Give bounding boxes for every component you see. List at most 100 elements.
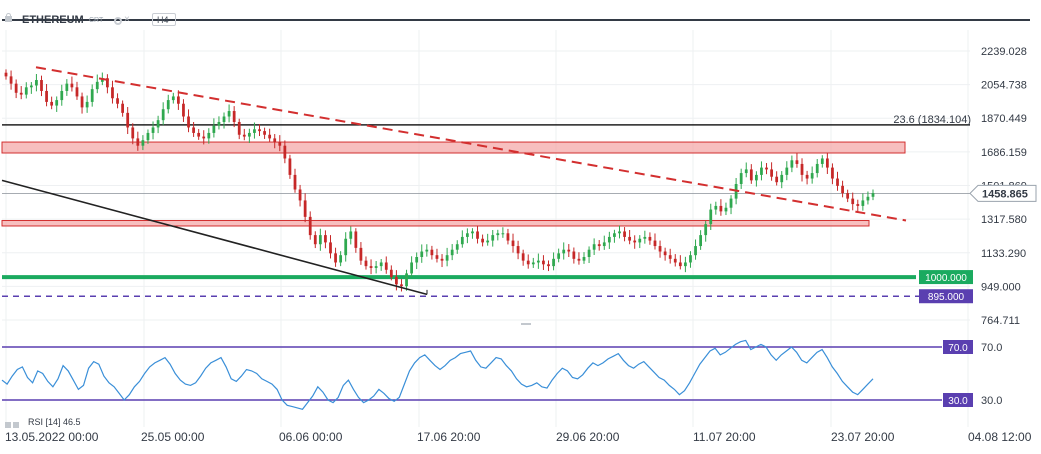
candle-body	[19, 92, 23, 95]
candle-body	[389, 269, 393, 278]
candle-body	[50, 101, 54, 106]
candle-body	[197, 132, 201, 137]
candle-body	[212, 125, 216, 133]
y-tick-label: 2054.738	[981, 80, 1027, 92]
candle-body	[237, 121, 241, 135]
candle-body	[856, 204, 860, 206]
close-icon[interactable]: ×	[124, 14, 130, 25]
y-tick-label: 764.711	[981, 315, 1020, 327]
y-tick-label: 2239.028	[981, 46, 1027, 58]
candle-body	[95, 81, 99, 90]
candle-body	[699, 235, 703, 247]
candle-body	[4, 72, 8, 77]
settings-icon[interactable]	[114, 17, 122, 25]
candle-body	[871, 193, 875, 197]
candle-body	[329, 242, 332, 254]
candle-body	[739, 173, 743, 185]
candle-body	[638, 238, 642, 243]
candle-body	[136, 138, 140, 146]
current-price-label: 1458.865	[982, 188, 1028, 200]
candle-body	[841, 185, 844, 194]
candle-body	[288, 158, 292, 175]
candle-body	[653, 240, 657, 247]
candle-body	[668, 255, 672, 259]
candle-body	[35, 80, 38, 86]
candle-body	[673, 258, 677, 263]
timeframe-selector[interactable]: H4	[152, 13, 176, 26]
candle-body	[298, 189, 302, 201]
candle-body	[506, 233, 510, 241]
candle-body	[405, 273, 408, 287]
candle-body	[526, 260, 530, 265]
candle-body	[60, 90, 64, 101]
candle-body	[582, 256, 586, 261]
level-tag-box	[919, 289, 973, 304]
candle-body	[161, 109, 165, 121]
candle-body	[800, 163, 804, 175]
x-tick-label: 13.05.2022 00:00	[5, 430, 99, 444]
candle-body	[577, 258, 581, 261]
candle-body	[90, 89, 94, 102]
candle-body	[476, 231, 479, 239]
candle-body	[785, 167, 789, 175]
y-tick-label: 1133.290	[981, 248, 1026, 260]
candle-body	[308, 216, 312, 236]
candle-body	[815, 163, 819, 174]
candle-body	[780, 174, 784, 183]
candle-body	[111, 87, 114, 99]
resistance-zones	[1, 141, 906, 227]
candle-body	[227, 111, 231, 117]
candle-body	[273, 138, 277, 143]
candle-body	[263, 131, 266, 135]
candle-body	[694, 246, 697, 256]
candle-body	[552, 258, 555, 267]
candle-body	[592, 244, 596, 250]
y-tick-label: 1317.580	[981, 214, 1027, 226]
candle-body	[202, 136, 206, 139]
x-tick-label: 11.07 20:00	[693, 430, 756, 444]
candle-body	[85, 101, 89, 108]
scroll-handle[interactable]	[521, 323, 531, 325]
candle-body	[70, 83, 74, 88]
candle-body	[729, 198, 733, 208]
candle-body	[613, 233, 616, 237]
rsi-close-icon[interactable]	[13, 422, 19, 428]
candle-body	[339, 255, 343, 263]
x-tick-label: 25.05 00:00	[141, 430, 205, 444]
rsi-settings-icon[interactable]	[5, 422, 11, 428]
candle-body	[770, 169, 773, 177]
candle-body	[486, 240, 490, 243]
candle-body	[628, 236, 632, 241]
candle-body	[658, 246, 662, 252]
candle-body	[359, 247, 363, 261]
candle-body	[232, 111, 236, 122]
rsi-settings-icons[interactable]	[5, 415, 25, 428]
candle-body	[765, 167, 768, 170]
candle-body	[440, 258, 444, 261]
candle-body	[795, 160, 799, 164]
candle-body	[648, 236, 652, 241]
candle-body	[663, 251, 667, 256]
candle-body	[80, 96, 84, 108]
candle-body	[354, 231, 358, 248]
candle-body	[9, 76, 13, 84]
lock-icon[interactable]	[4, 13, 13, 22]
level-tag-label: 895.000	[928, 292, 965, 303]
candle-body	[217, 121, 221, 126]
candle-body	[496, 233, 500, 236]
candle-body	[116, 98, 119, 104]
candle-body	[303, 200, 307, 217]
candle-body	[481, 238, 484, 243]
candle-body	[567, 249, 571, 252]
rsi-axis-label: 30.0	[981, 395, 1002, 407]
candle-body	[465, 233, 469, 237]
candle-body	[151, 127, 155, 133]
instrument-type: CRT	[89, 17, 104, 24]
candle-body	[400, 284, 403, 287]
candle-body	[268, 134, 272, 139]
candle-body	[602, 242, 606, 247]
candle-body	[45, 90, 48, 102]
candle-body	[678, 262, 682, 267]
candle-body	[643, 236, 647, 239]
candle-body	[121, 103, 125, 113]
